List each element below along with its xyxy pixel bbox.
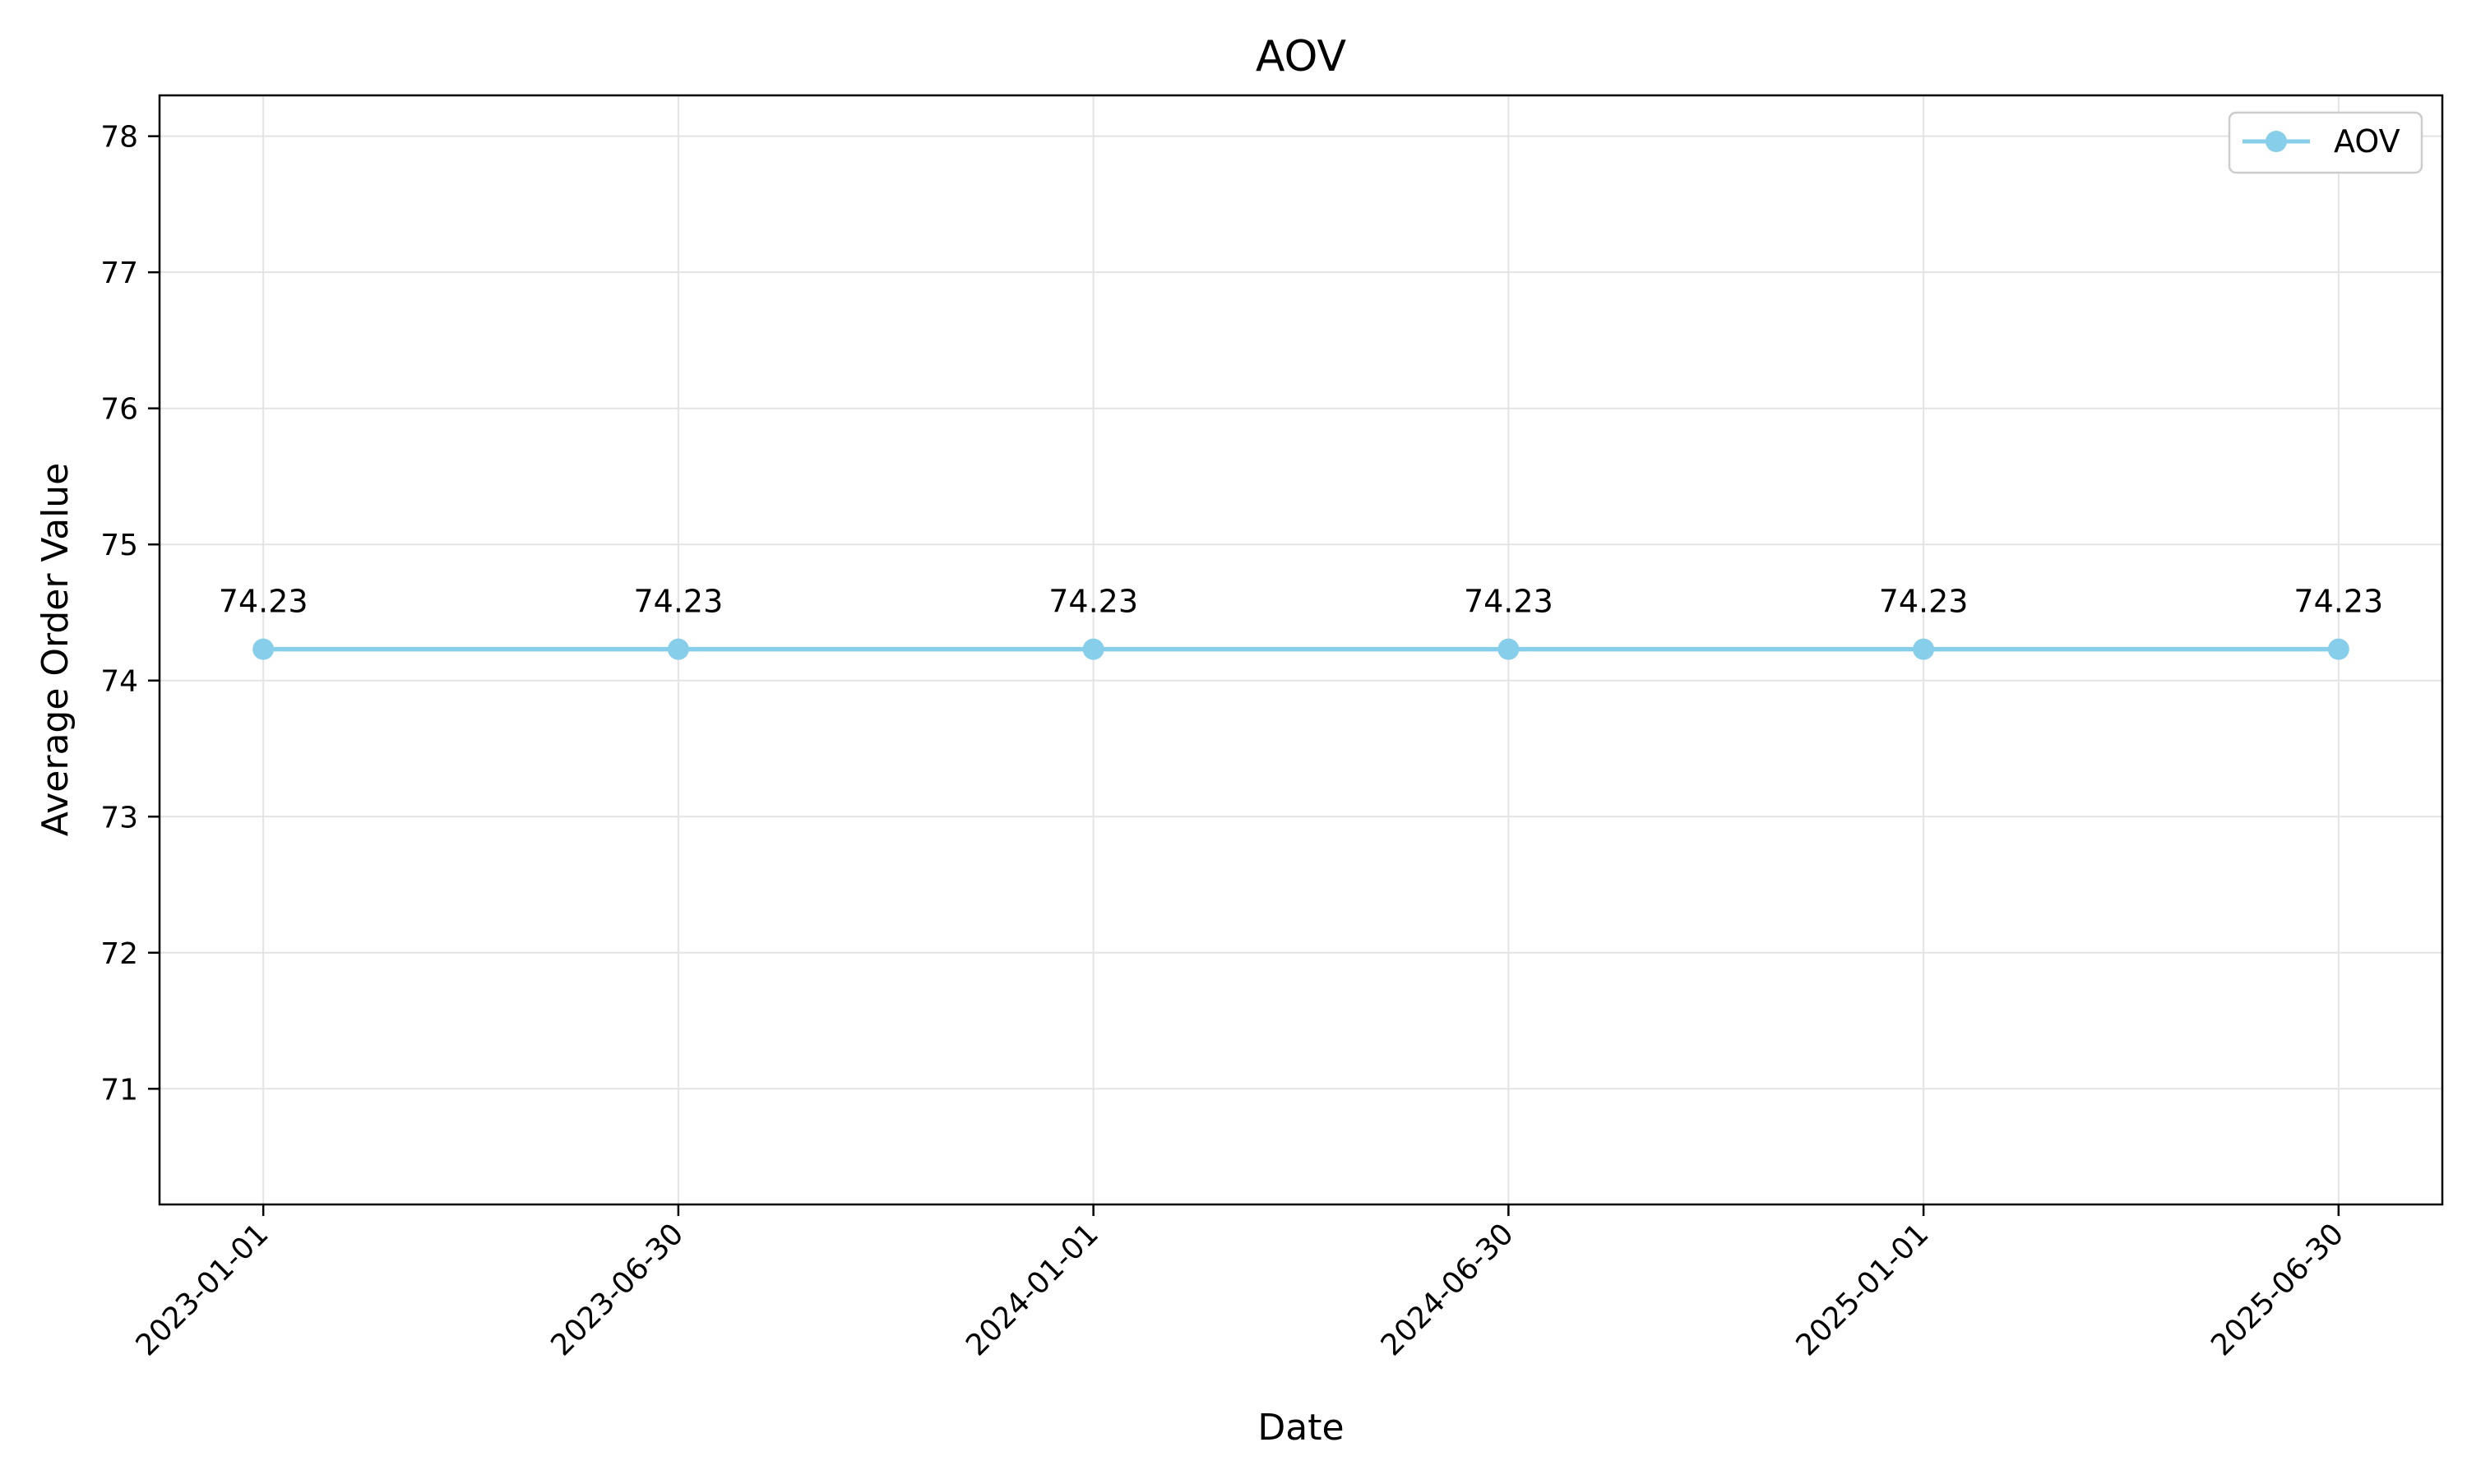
chart-title: AOV bbox=[1256, 32, 1347, 81]
data-point-marker bbox=[1497, 638, 1520, 660]
y-tick-label: 74 bbox=[100, 665, 138, 699]
plot-frame bbox=[158, 94, 2444, 1206]
y-tick-label: 71 bbox=[100, 1073, 138, 1107]
data-label: 74.23 bbox=[1879, 584, 1969, 620]
series-layer: 74.23 74.23 74.23 74.23 74.23 74.23 bbox=[219, 584, 2383, 660]
legend-marker-swatch bbox=[2266, 131, 2287, 152]
data-label: 74.23 bbox=[1464, 584, 1553, 620]
data-point-marker bbox=[667, 638, 689, 660]
y-axis-label: Average Order Value bbox=[35, 463, 76, 837]
data-label: 74.23 bbox=[1048, 584, 1138, 620]
y-tick-label: 78 bbox=[100, 121, 138, 155]
y-tick-label: 73 bbox=[100, 801, 138, 834]
x-axis-label: Date bbox=[1257, 1407, 1344, 1449]
data-label: 74.23 bbox=[219, 584, 308, 620]
data-label: 74.23 bbox=[634, 584, 724, 620]
data-point-marker bbox=[252, 638, 275, 660]
data-point-marker bbox=[1913, 638, 1935, 660]
y-tick-label: 72 bbox=[100, 937, 138, 971]
y-tick-label: 77 bbox=[100, 257, 138, 290]
legend: AOV bbox=[2228, 111, 2423, 174]
y-tick-label: 76 bbox=[100, 393, 138, 427]
legend-box bbox=[2228, 111, 2423, 174]
data-point-marker bbox=[1082, 638, 1104, 660]
y-tick-label: 75 bbox=[100, 529, 138, 562]
legend-label: AOV bbox=[2334, 123, 2400, 159]
y-axis-ticks: 71 72 73 74 75 76 77 78 bbox=[100, 121, 160, 1107]
data-point-marker bbox=[2327, 638, 2349, 660]
data-label: 74.23 bbox=[2293, 584, 2383, 620]
